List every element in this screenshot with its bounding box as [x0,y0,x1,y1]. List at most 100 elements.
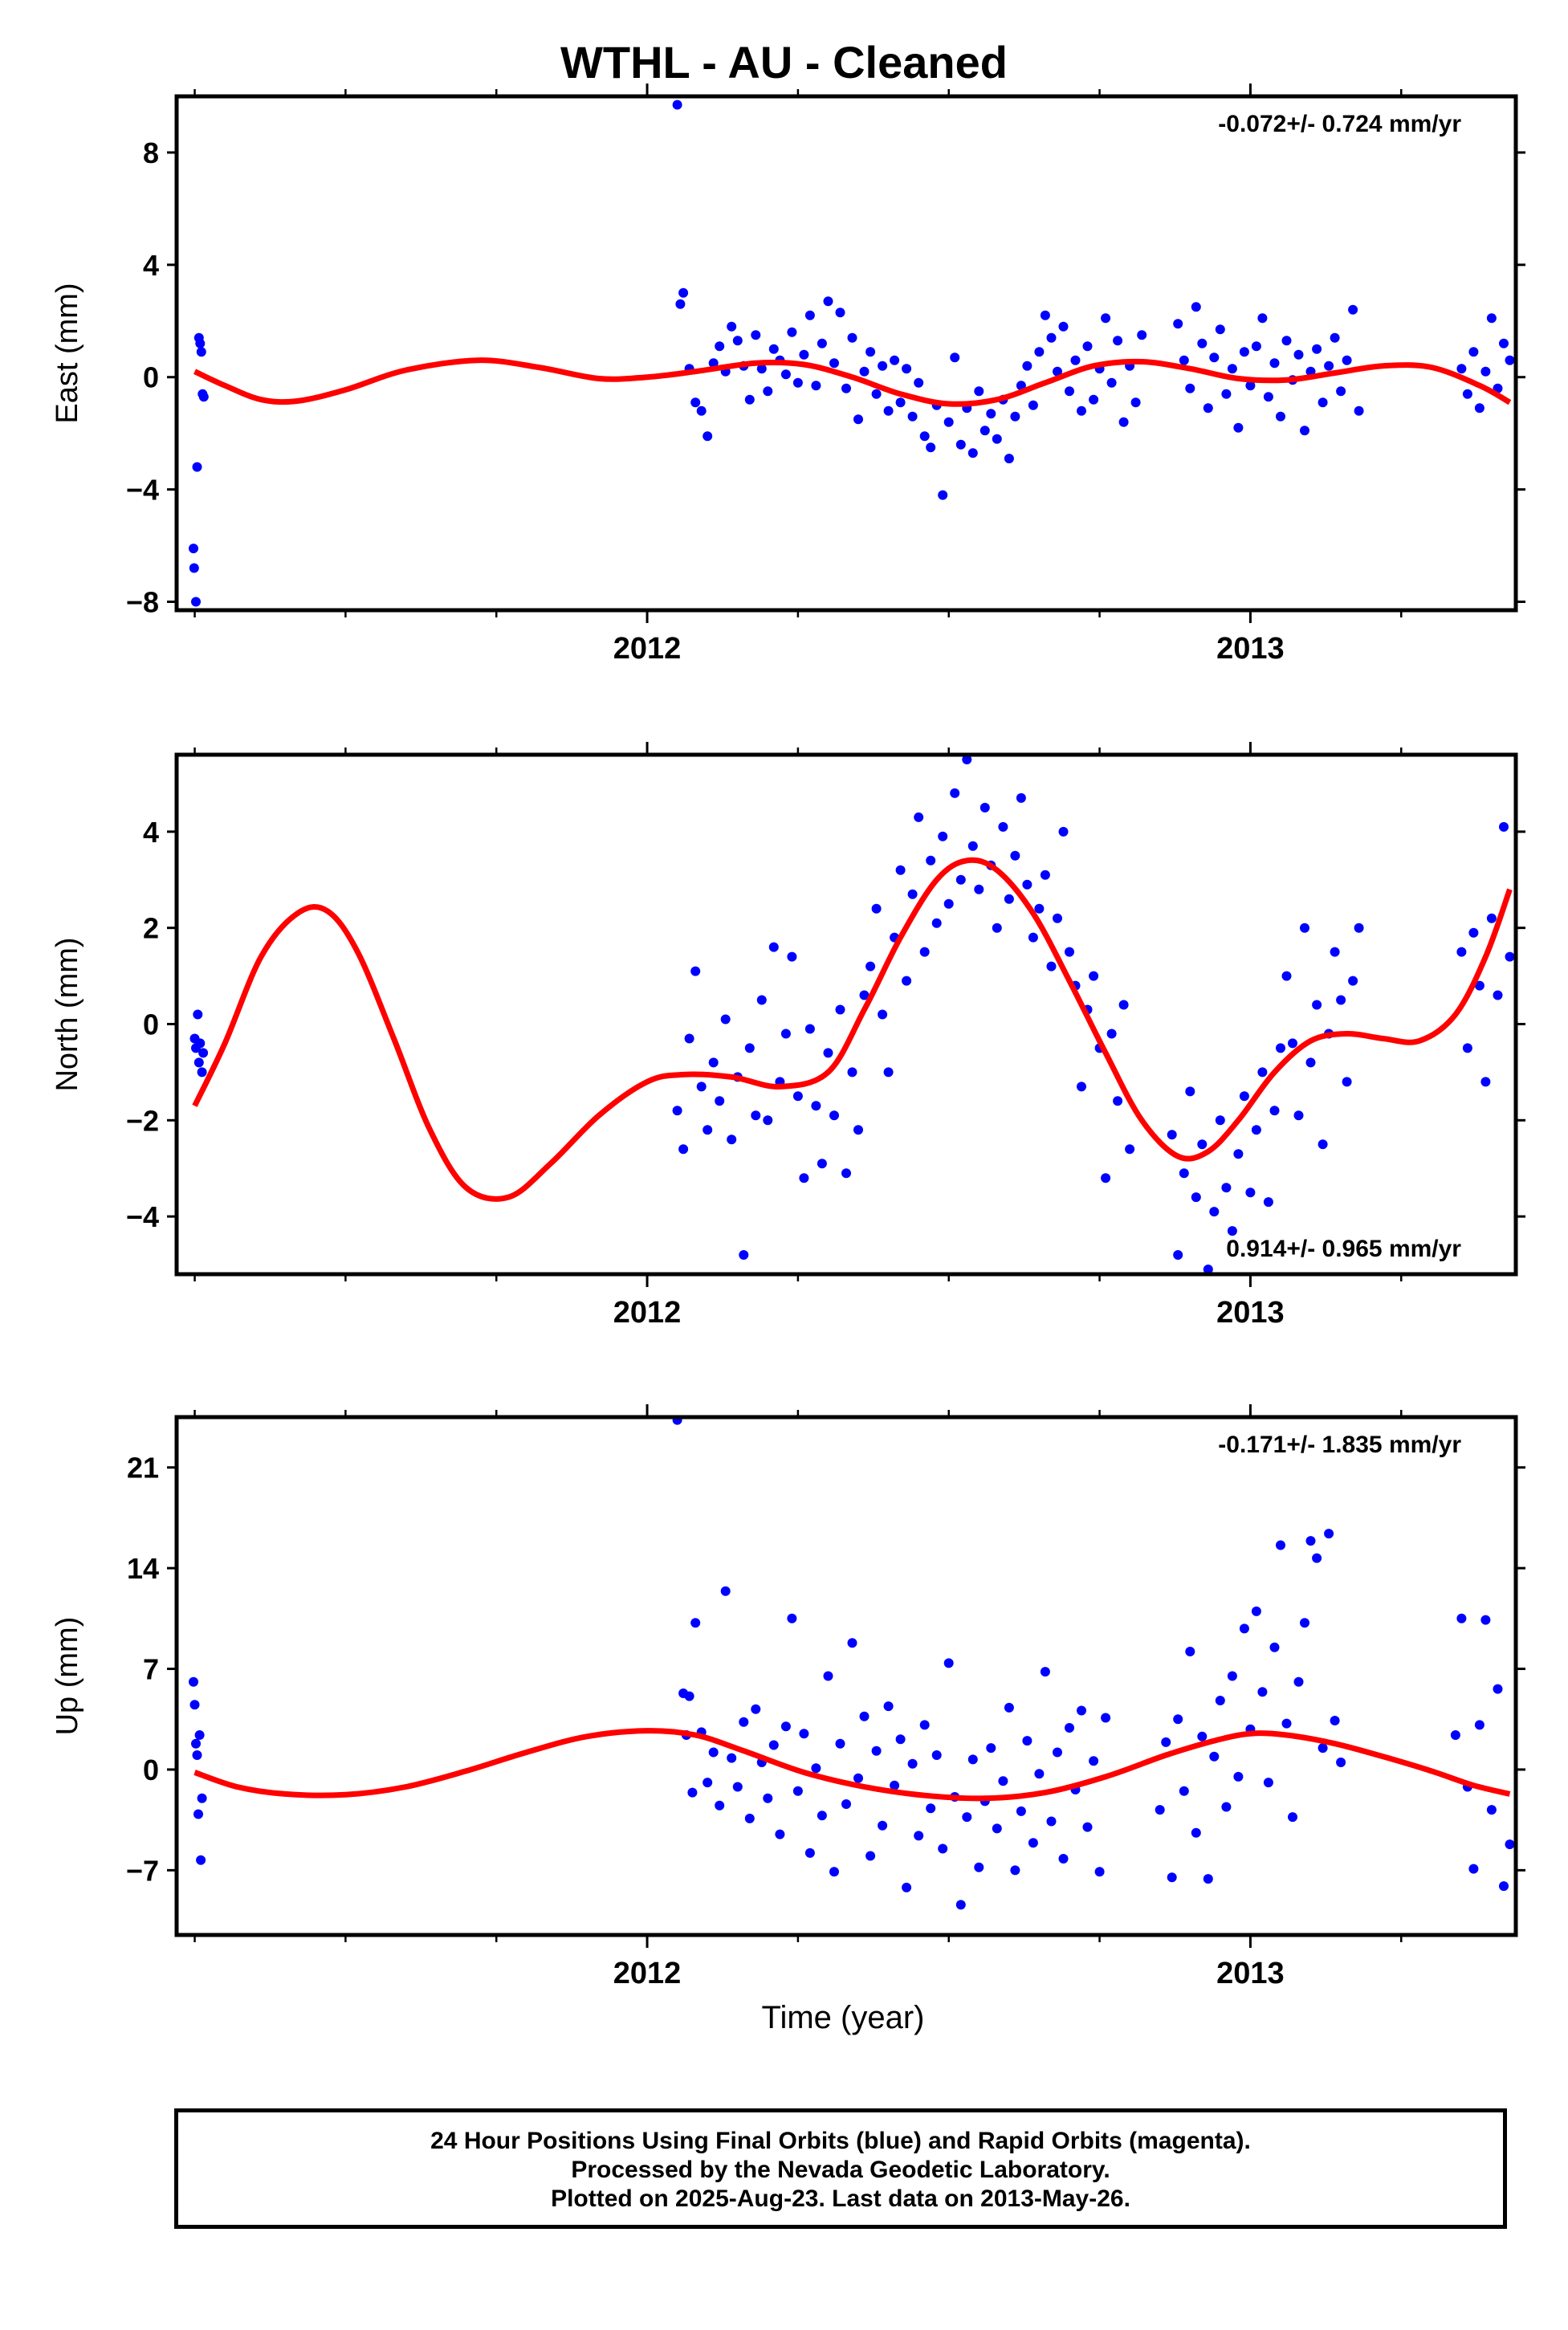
data-point [1342,1077,1352,1087]
data-point [792,1091,803,1102]
data-point [1354,405,1364,416]
data-point [1456,947,1467,957]
data-point [1263,1197,1273,1208]
data-point [1065,947,1074,957]
data-point [1288,1812,1297,1823]
data-point [1173,1714,1183,1725]
data-point [1010,411,1020,422]
data-point [1276,411,1285,422]
data-point [727,321,737,332]
data-point [1348,304,1358,315]
data-point [1305,1057,1316,1068]
x-tick-label: 2013 [1216,632,1285,666]
data-point [192,1750,202,1760]
data-point [1336,1758,1346,1767]
data-point [191,597,201,607]
data-point [1499,338,1509,348]
data-point [727,1134,737,1145]
data-point [1486,313,1497,324]
data-point [715,341,725,352]
data-point [1089,971,1099,981]
data-point [853,1773,863,1783]
data-point [195,338,206,348]
data-point [878,1820,888,1831]
data-point [1474,1720,1485,1730]
data-point [998,1776,1008,1786]
data-point [804,310,815,320]
plot-frame [174,94,1518,613]
data-point [1113,336,1123,346]
data-points [189,1417,1515,1910]
data-point [841,383,851,393]
data-point [938,1843,948,1854]
data-point [703,1125,713,1135]
data-point [1354,923,1364,933]
data-point [829,358,839,369]
data-point [1257,1067,1268,1077]
data-point [1239,1623,1249,1634]
y-tick-label: 4 [143,249,159,282]
data-point [1197,1139,1208,1150]
data-point [943,1658,954,1668]
data-point [1312,1000,1322,1010]
data-point [1456,364,1467,374]
data-point [950,352,960,363]
y-tick-label: 21 [127,1452,159,1485]
y-tick-label: 14 [127,1552,159,1585]
data-point [727,1753,737,1763]
data-point [865,1851,876,1861]
data-point [1293,1110,1304,1121]
y-tick-label: −7 [126,1854,159,1887]
data-point [197,1793,207,1803]
data-point [919,1720,930,1730]
data-point [1130,397,1141,408]
data-point [690,1618,701,1628]
data-point [907,889,918,899]
data-point [883,1067,894,1077]
data-point [1053,913,1062,923]
data-point [1318,397,1328,408]
data-point [974,1862,984,1872]
data-point [1468,927,1479,938]
data-point [829,1110,839,1121]
data-point [1281,1718,1292,1729]
data-point [684,1691,694,1701]
data-point [1257,313,1268,324]
data-point [1040,870,1050,880]
y-tick-label: 8 [143,136,159,169]
x-tick-label: 2012 [613,1957,682,1990]
data-point [1336,995,1346,1005]
data-point [1203,1874,1213,1884]
data-point [1480,1077,1491,1087]
data-point [1324,360,1334,371]
data-point [1257,1687,1268,1697]
data-point [979,802,990,813]
data-point [902,976,912,986]
data-point [678,287,689,298]
data-points [189,100,1515,607]
data-point [1034,1769,1045,1779]
data-point [1239,347,1249,357]
data-point [835,308,845,318]
data-point [992,923,1002,933]
data-point [787,1613,797,1623]
data-point [720,1014,731,1024]
data-point [943,417,954,427]
data-point [1468,1864,1479,1874]
data-point [811,1101,821,1111]
data-point [1101,1713,1111,1723]
data-point [739,1250,749,1260]
data-point [189,1700,200,1710]
data-point [817,1159,827,1169]
data-point [938,831,948,841]
data-point [1505,355,1515,365]
data-point [1077,405,1086,416]
data-point [780,1029,791,1039]
data-point [1348,976,1358,986]
data-point [823,1048,833,1058]
data-point [804,1024,815,1034]
data-point [1342,355,1352,365]
data-point [1185,383,1195,393]
y-tick-label: 2 [143,912,159,945]
